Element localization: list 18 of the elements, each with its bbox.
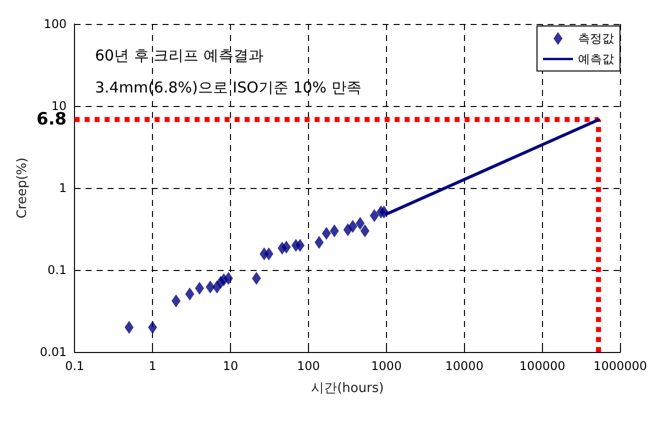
y-axis-title: Creep(%) (15, 158, 30, 218)
annotation: 60년 후 크리프 예측결과 (95, 46, 264, 64)
y-tick-label: 0.01 (40, 345, 67, 359)
x-tick-label: 1000 (371, 359, 402, 373)
legend-label: 측정값 (578, 32, 614, 46)
x-tick-label: 1000000 (594, 359, 648, 373)
y-tick-label: 0.1 (48, 263, 67, 277)
y-tick-label: 1 (58, 181, 67, 195)
y-tick-label: 100 (44, 17, 67, 31)
x-tick-label: 10000 (445, 359, 484, 373)
x-tick-label: 10 (222, 359, 238, 373)
x-tick-label: 100000 (519, 359, 566, 373)
x-tick-label: 1 (148, 359, 156, 373)
x-axis-title: 시간(hours) (311, 381, 384, 396)
legend-label: 예측값 (578, 52, 614, 66)
x-tick-label: 0.1 (65, 359, 84, 373)
x-tick-label: 100 (297, 359, 320, 373)
annotation: 3.4mm(6.8%)으로 ISO기준 10% 만족 (95, 78, 362, 96)
